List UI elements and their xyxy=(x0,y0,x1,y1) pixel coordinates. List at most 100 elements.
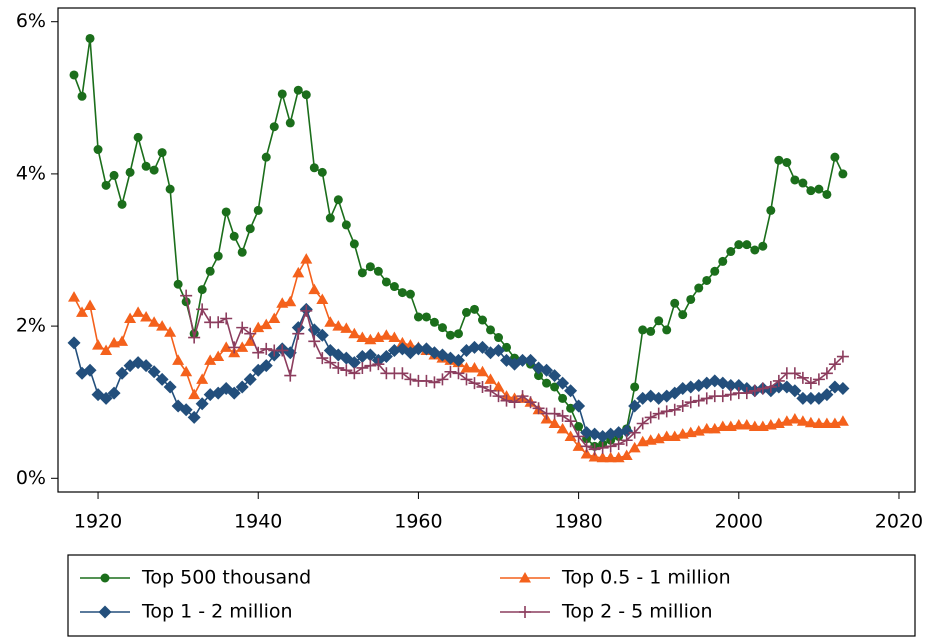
data-point xyxy=(292,266,305,278)
data-point xyxy=(726,247,736,257)
data-point xyxy=(492,343,506,357)
data-point xyxy=(676,400,689,413)
data-point xyxy=(820,388,834,402)
data-point xyxy=(93,145,103,155)
data-point xyxy=(332,361,345,374)
data-point xyxy=(420,374,433,387)
data-point xyxy=(163,380,177,394)
data-point xyxy=(484,373,497,384)
data-point xyxy=(116,335,129,346)
data-point xyxy=(404,373,417,386)
legend-label: Top 1 - 2 million xyxy=(141,601,293,623)
data-point xyxy=(734,240,744,250)
data-point xyxy=(379,350,393,364)
legend-label: Top 0.5 - 1 million xyxy=(561,567,731,589)
y-tick-label: 4% xyxy=(16,162,46,184)
data-point xyxy=(213,251,223,261)
data-point xyxy=(83,363,97,377)
data-point xyxy=(716,420,729,432)
data-point xyxy=(149,165,159,175)
data-point xyxy=(460,373,473,386)
data-point xyxy=(750,245,760,255)
data-point xyxy=(445,330,455,340)
data-point xyxy=(620,449,633,460)
data-point xyxy=(556,409,569,422)
data-point xyxy=(604,451,617,463)
data-point xyxy=(180,365,193,377)
data-point xyxy=(315,328,329,342)
data-point xyxy=(740,419,753,430)
data-point xyxy=(694,283,704,293)
data-point xyxy=(548,407,561,420)
data-point xyxy=(317,167,327,177)
data-point xyxy=(812,373,825,386)
data-point xyxy=(437,323,447,333)
legend-label: Top 500 thousand xyxy=(141,567,311,589)
data-point xyxy=(774,155,784,165)
data-point xyxy=(325,213,335,223)
data-point xyxy=(195,397,209,411)
data-point xyxy=(228,341,241,354)
data-point xyxy=(300,304,313,317)
data-point xyxy=(405,289,415,299)
data-point xyxy=(261,152,271,162)
data-point xyxy=(500,394,513,407)
legend-marker xyxy=(519,572,531,583)
data-point xyxy=(380,329,393,340)
data-point xyxy=(389,282,399,292)
x-tick-label: 1940 xyxy=(234,511,282,533)
data-point xyxy=(814,184,824,194)
data-point xyxy=(644,411,657,424)
data-point xyxy=(574,422,584,432)
data-point xyxy=(316,293,329,304)
data-point xyxy=(572,399,586,413)
data-point xyxy=(796,391,810,405)
data-point xyxy=(572,430,585,443)
data-point xyxy=(798,178,808,188)
data-point xyxy=(365,262,375,272)
data-point xyxy=(628,399,642,413)
data-point xyxy=(764,380,777,393)
data-point xyxy=(660,430,673,441)
data-point xyxy=(702,275,712,285)
data-point xyxy=(259,359,273,373)
data-point xyxy=(564,415,577,428)
data-point xyxy=(179,403,193,417)
data-point xyxy=(411,342,425,356)
legend-marker xyxy=(519,606,531,618)
data-point xyxy=(461,307,471,317)
data-point xyxy=(806,186,816,196)
data-point xyxy=(187,410,201,424)
data-point xyxy=(788,412,801,424)
data-point xyxy=(796,371,809,384)
data-point xyxy=(67,336,81,350)
data-point xyxy=(236,341,249,352)
data-point xyxy=(100,344,113,355)
data-point xyxy=(245,224,255,234)
x-tick-label: 2020 xyxy=(875,511,923,533)
data-point xyxy=(820,367,833,380)
data-point xyxy=(830,152,840,162)
data-point xyxy=(397,288,407,298)
data-point xyxy=(340,322,353,333)
data-point xyxy=(580,440,593,453)
data-point xyxy=(172,354,185,365)
y-tick-label: 6% xyxy=(16,10,46,32)
data-point xyxy=(236,321,249,334)
data-point xyxy=(660,405,673,418)
data-point xyxy=(796,415,809,426)
data-point xyxy=(333,195,343,205)
data-point xyxy=(69,70,79,80)
data-point xyxy=(548,369,562,383)
data-point xyxy=(188,331,201,344)
data-point xyxy=(413,312,423,322)
data-point xyxy=(141,161,151,171)
data-point xyxy=(221,207,231,217)
data-point xyxy=(220,341,233,352)
data-point xyxy=(155,372,169,386)
data-point xyxy=(92,339,105,350)
data-point xyxy=(822,189,832,199)
data-point xyxy=(628,426,641,439)
data-point xyxy=(109,170,119,180)
